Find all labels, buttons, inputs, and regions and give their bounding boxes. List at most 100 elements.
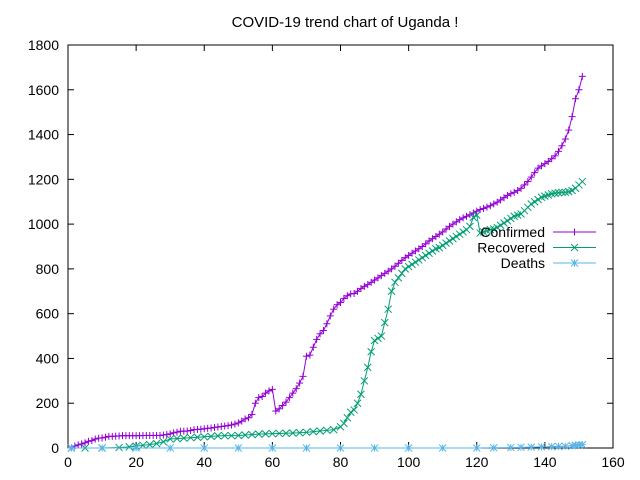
data-point <box>558 142 566 150</box>
x-tick-label: 80 <box>333 454 349 470</box>
data-point <box>282 429 290 438</box>
data-point <box>472 211 481 220</box>
data-point <box>466 222 474 231</box>
y-tick-label: 800 <box>36 261 60 277</box>
data-point <box>248 410 256 418</box>
y-tick-label: 1400 <box>28 127 59 143</box>
data-point <box>469 213 478 222</box>
data-point <box>258 393 266 401</box>
data-point <box>67 444 76 452</box>
legend-marker <box>571 228 578 236</box>
data-point <box>336 444 345 452</box>
data-point <box>296 379 304 387</box>
data-point <box>166 444 175 452</box>
data-point <box>438 241 447 250</box>
data-point <box>245 414 253 422</box>
data-point <box>309 343 317 351</box>
data-point <box>472 444 481 452</box>
data-point <box>214 432 222 440</box>
data-point <box>554 442 563 451</box>
data-point <box>200 444 209 452</box>
data-point <box>466 211 474 219</box>
data-point <box>125 443 134 451</box>
y-tick-label: 1800 <box>28 37 59 53</box>
data-point <box>507 190 515 198</box>
data-point <box>224 422 232 430</box>
data-point <box>506 443 515 452</box>
data-point <box>78 440 86 448</box>
data-point <box>469 209 477 217</box>
data-point <box>343 413 352 422</box>
data-point <box>530 197 539 206</box>
series-deaths <box>67 440 587 452</box>
data-point <box>302 352 310 360</box>
y-tick-label: 1000 <box>28 216 59 232</box>
data-point <box>81 439 89 447</box>
data-point <box>285 394 293 402</box>
series-layer <box>67 72 587 452</box>
data-point <box>207 432 215 441</box>
y-tick-label: 1200 <box>28 171 59 187</box>
legend-marker <box>570 243 579 252</box>
data-point <box>326 312 334 320</box>
data-point <box>228 421 235 429</box>
data-point <box>380 318 389 327</box>
x-tick-label: 40 <box>196 454 212 470</box>
data-point <box>360 376 369 385</box>
data-point <box>152 439 161 448</box>
data-point <box>397 269 406 278</box>
data-point <box>439 228 447 236</box>
series-confirmed <box>67 72 586 452</box>
data-point <box>357 390 365 399</box>
data-point <box>166 435 175 443</box>
data-point <box>101 433 109 441</box>
data-point <box>578 177 587 186</box>
data-point <box>551 152 559 160</box>
data-point <box>275 429 284 438</box>
data-point <box>568 113 576 121</box>
legend-marker <box>570 259 579 267</box>
data-point <box>248 430 256 439</box>
data-point <box>527 173 535 181</box>
x-tick-label: 20 <box>128 454 144 470</box>
data-point <box>279 401 287 409</box>
y-tick-label: 0 <box>51 440 59 456</box>
data-point <box>187 427 195 435</box>
data-point <box>330 305 338 313</box>
data-point <box>343 292 351 300</box>
data-point <box>486 202 494 210</box>
data-point <box>401 265 410 273</box>
data-point <box>517 184 525 192</box>
data-point <box>173 434 181 443</box>
data-point <box>517 443 525 452</box>
data-point <box>506 214 515 223</box>
data-point <box>442 239 450 247</box>
data-point <box>459 228 467 236</box>
data-point <box>234 431 243 440</box>
data-point <box>561 135 569 143</box>
data-point <box>91 435 99 443</box>
data-point <box>179 434 188 443</box>
data-point <box>288 429 297 437</box>
data-point <box>370 336 379 345</box>
data-point <box>561 442 570 451</box>
data-point <box>551 189 559 198</box>
data-point <box>268 429 277 438</box>
data-point <box>88 437 96 445</box>
data-point <box>98 434 106 442</box>
data-point <box>251 399 259 407</box>
data-point <box>558 188 566 197</box>
data-point <box>98 444 106 452</box>
data-point <box>220 431 229 440</box>
data-point <box>163 431 171 439</box>
x-tick-label: 100 <box>397 454 421 470</box>
data-point <box>510 188 518 196</box>
data-point <box>455 230 464 239</box>
data-point <box>316 427 324 435</box>
data-point <box>350 406 358 414</box>
data-point <box>547 442 556 451</box>
data-point <box>370 444 379 452</box>
data-point <box>227 431 236 440</box>
data-point <box>489 443 498 452</box>
